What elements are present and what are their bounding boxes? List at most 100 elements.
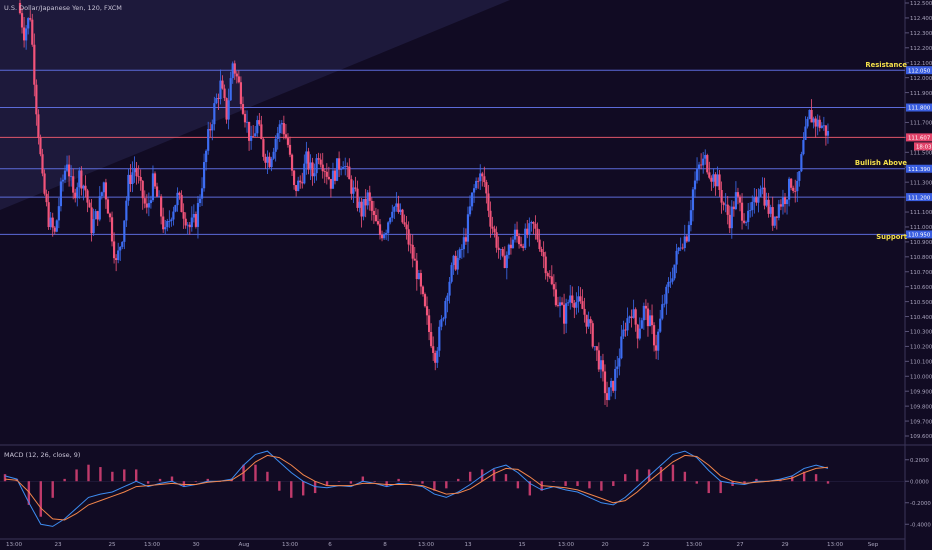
candle-body [149,200,153,204]
candle-body [348,166,351,180]
macd-histogram-bar [373,481,376,482]
candle-body [583,308,586,315]
candle-body [720,190,723,203]
macd-histogram-bar [51,481,54,498]
candle-body [157,196,161,198]
candle-body [55,220,58,232]
candle-body [700,164,703,166]
candle-body [442,318,445,320]
candle-body [153,173,157,187]
candle-body [489,210,492,227]
candle-body [767,199,770,214]
price-tick-label: 110.200 [910,345,932,351]
macd-histogram-bar [409,481,412,482]
candle-body [736,192,740,197]
macd-histogram-bar [588,481,591,489]
candle-body [104,182,108,200]
level-tag-label: 112.050 [908,68,931,74]
candle-body [352,187,355,194]
candle-body [585,314,588,327]
price-tick-label: 112.100 [910,61,932,67]
price-tick-label: 110.500 [910,300,932,306]
countdown-label: 18:03 [916,145,932,151]
macd-histogram-bar [719,481,722,494]
candle-body [245,121,249,123]
candle-body [321,164,324,172]
price-tick-label: 112.300 [910,31,932,37]
candle-body [182,212,185,219]
candle-body [589,319,592,324]
macd-tick-label: 0.2000 [910,458,929,464]
candle-body [716,174,719,187]
candle-body [192,213,195,218]
candle-body [652,325,656,346]
candle-body [45,193,48,203]
candle-body [282,123,285,135]
candle-body [98,196,101,220]
candle-body [110,217,114,242]
candle-body [125,200,128,221]
time-tick-label: 25 [108,542,116,548]
candle-body [18,3,22,14]
candle-body [820,125,823,128]
candle-body [378,224,382,235]
candle-body [227,100,230,120]
candle-body [389,217,392,223]
candle-body [137,176,140,178]
candle-body [548,276,551,278]
candle-body [573,303,576,308]
macd-histogram-bar [385,481,388,486]
candle-body [487,193,490,211]
current-price-label: 111.607 [908,136,930,142]
time-tick-label: 30 [192,542,200,548]
candle-body [777,204,780,218]
candle-body [826,131,830,136]
candle-body [610,380,613,388]
candle-body [340,169,343,170]
macd-histogram-bar [468,471,472,482]
level-tag-label: 111.800 [908,106,931,112]
candle-body [599,360,603,370]
candle-body [655,345,658,351]
candle-body [186,224,189,226]
macd-histogram-bar [290,481,293,498]
candle-body [43,173,46,194]
macd-histogram-bar [278,481,281,491]
candle-body [462,237,465,250]
candle-body [407,229,410,245]
candle-body [458,249,461,258]
macd-histogram-bar [516,481,520,489]
candle-body [781,197,785,207]
candle-body [319,159,322,165]
candle-body [481,173,484,177]
macd-histogram-bar [397,478,400,482]
candle-body [558,302,562,306]
candle-body [624,329,627,331]
candle-body [753,196,756,202]
candle-body [268,156,271,168]
price-tick-label: 111.100 [910,210,932,216]
candle-body [822,125,825,127]
candle-body [117,250,120,261]
candle-body [209,129,212,131]
macd-histogram-bar [39,481,42,517]
candle-body [552,284,555,290]
candle-body [816,119,819,127]
level-tag [906,193,932,202]
candle-body [399,209,402,213]
candle-body [726,204,729,215]
candle-body [601,360,605,372]
candle-body [485,182,488,194]
candle-body [804,126,807,141]
candle-body [452,255,455,266]
candle-body [364,198,367,206]
macd-histogram-bar [600,481,603,491]
candle-body [374,215,378,222]
macd-histogram-bar [492,469,496,482]
macd-histogram-bar [266,471,269,482]
candle-body [63,170,67,180]
candle-body [544,256,547,274]
macd-histogram-bar [635,469,639,482]
candle-body [295,185,298,192]
